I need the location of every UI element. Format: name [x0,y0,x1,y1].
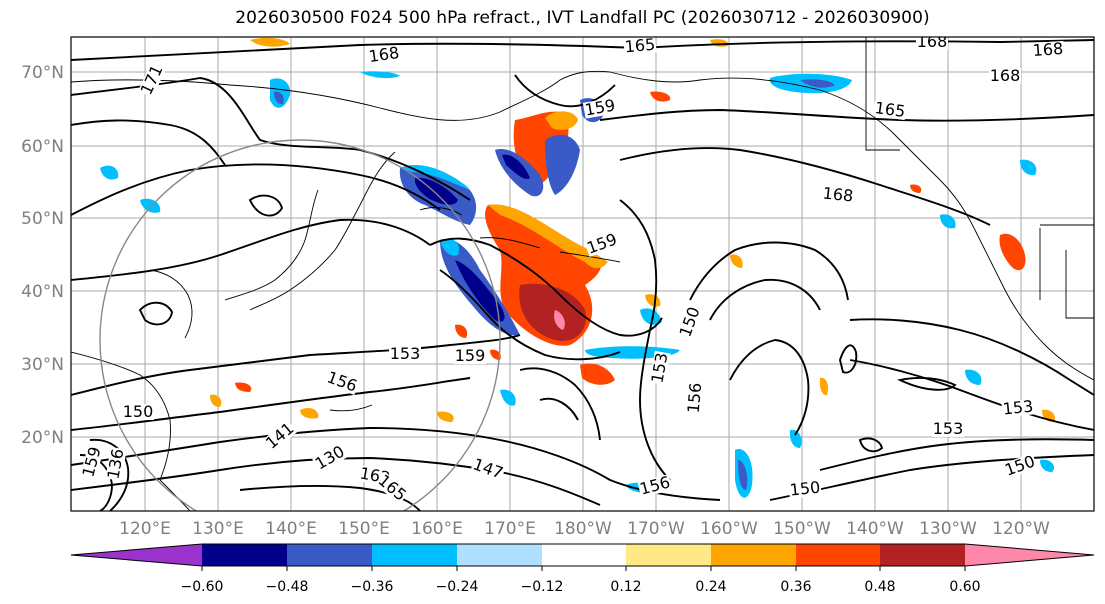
contour-label: 168 [990,66,1021,85]
contour-label-background [80,444,104,480]
contour-label-background [623,37,657,56]
contour-label: 168 [367,43,400,66]
contour-label-background [582,97,618,119]
colorbar-tick-label: 0.12 [610,579,641,595]
map-title: 2026030500 F024 500 hPa refract., IVT La… [235,8,930,28]
longitude-label: 120°E [119,519,171,539]
contour-label-background [1002,453,1038,479]
contour-label-background [137,62,167,98]
longitude-label: 160°E [411,519,463,539]
contour-label-background [105,446,127,482]
latitude-label: 70°N [21,63,64,83]
longitude-label: 150°E [338,519,390,539]
shaded-anomaly-areas [100,37,1056,498]
colorbar-segment [542,544,626,566]
contour-label-background [584,231,620,257]
contour-label: 168 [1032,39,1064,60]
contour-label-background [821,185,855,205]
contour-label-background [989,68,1021,84]
contour-label: 168 [822,183,854,205]
longitude-label: 170°E [484,519,536,539]
contour-label-background [685,381,705,415]
colorbar-segment [880,544,965,566]
contour-label-background [788,479,822,499]
colorbar-extend-right [965,544,1094,566]
colorbar: −0.60 −0.48 −0.36 −0.24 −0.12 0.12 0.24 0.36 0.4… [70,543,1095,595]
colorbar-tick-label: 0.36 [780,579,811,595]
latitude-label: 40°N [21,282,64,302]
latitude-label: 60°N [21,137,64,157]
colorbar-extend-left [71,544,202,566]
longitude-label: 170°W [627,519,685,539]
colorbar-tick-label: 0.48 [864,579,895,595]
colorbar-tick-label: −0.24 [436,579,479,595]
map-frame [70,36,1095,512]
contour-label-background [649,350,671,386]
contour-label-background [389,346,421,362]
longitude-label: 140°W [846,519,904,539]
region-circle [99,139,501,511]
colorbar-segment [372,544,457,566]
colorbar-tick-label: −0.48 [266,579,309,595]
contour-label: 165 [624,35,656,57]
colorbar-tick-label: −0.36 [351,579,394,595]
contour-label-background [1001,398,1035,418]
contour-label-background [1031,40,1065,60]
contour-label-background [454,348,486,364]
longitude-label: 140°E [265,519,317,539]
colorbar-segment [457,544,542,566]
colorbar-segment [796,544,880,566]
colorbar-tick-label: 0.60 [949,579,980,595]
colorbar-segment [287,544,372,566]
longitude-label: 130°W [919,519,977,539]
contour-label-background [312,443,348,473]
contour-label: 159 [455,346,486,365]
contour-label-background [374,471,410,505]
contour-label: 153 [933,419,964,438]
contour-label: 156 [684,382,706,414]
longitude-label: 150°W [773,519,831,539]
colorbar-tick-label: 0.24 [695,579,726,595]
colorbar-tick-label: −0.60 [181,579,224,595]
contour-label: 150 [123,402,154,421]
contour-label-background [932,421,964,437]
coastlines [71,37,1094,511]
contour-label: 153 [1002,396,1034,418]
contour-label: 165 [874,98,907,121]
contour-label-background [122,404,154,420]
longitude-label: 160°W [700,519,758,539]
latitude-label: 20°N [21,428,64,448]
latitude-labels: 70°N 60°N 50°N 40°N 30°N 20°N [21,63,64,448]
contour-label-background [324,369,360,395]
longitude-labels: 120°E 130°E 140°E 150°E 160°E 170°E 180°W 170°W… [119,519,1050,539]
colorbar-tick-label: −0.12 [521,579,564,595]
contour-label: 153 [390,344,421,363]
colorbar-segment [626,544,711,566]
contour-label-background [677,304,703,340]
contour-label-background [262,419,298,453]
contour-label-background [637,474,673,498]
longitude-label: 180°W [554,519,612,539]
latitude-label: 30°N [21,355,64,375]
contour-label-background [367,44,401,66]
contour-label-background [873,99,907,121]
contour-label: 150 [789,477,821,499]
contour-label: 168 [917,32,948,51]
height-contours [71,39,1094,511]
longitude-label: 130°E [192,519,244,539]
latitude-label: 50°N [21,209,64,229]
contour-label-background [916,37,948,50]
colorbar-segment [711,544,796,566]
colorbar-segment [202,544,287,566]
contour-label-background [470,456,506,482]
longitude-label: 120°W [992,519,1050,539]
